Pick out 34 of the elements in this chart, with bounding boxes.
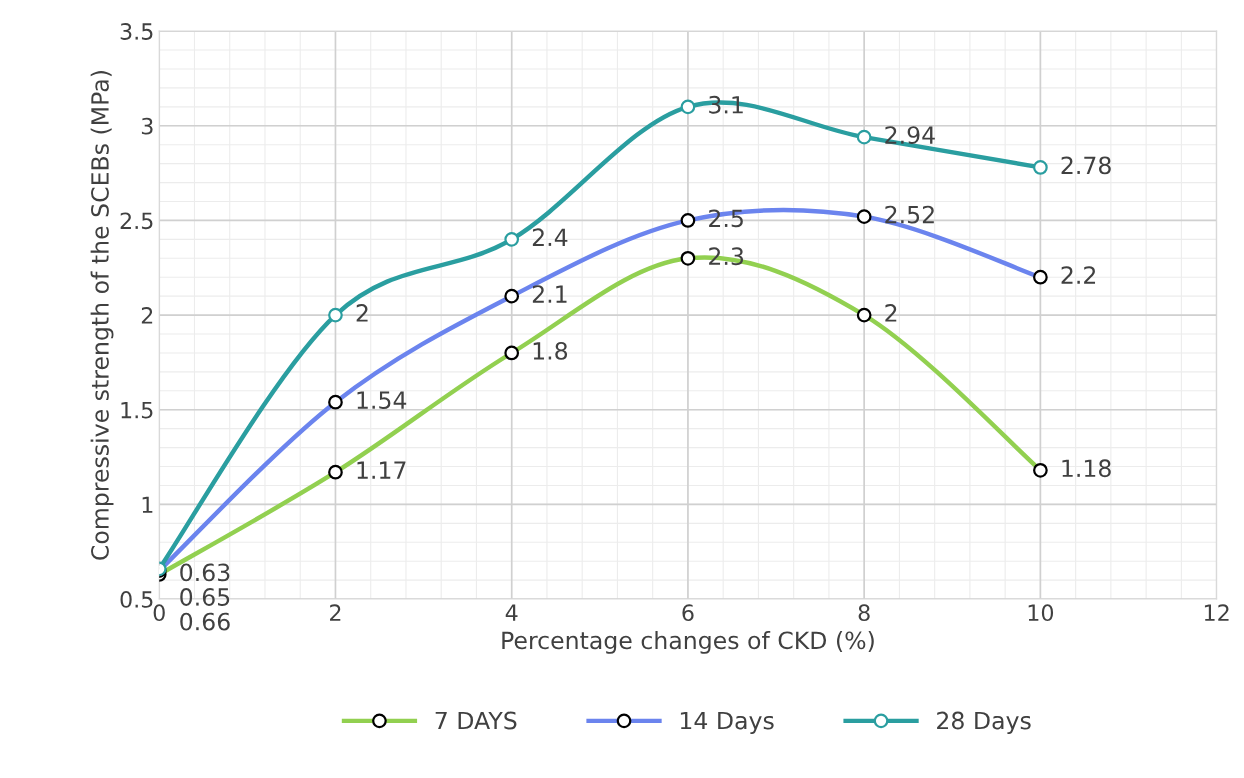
x-axis-title: Percentage changes of CKD (%) (502, 630, 874, 654)
data-label: 2.2 (1061, 266, 1096, 284)
x-tick-label: 0 (153, 604, 165, 622)
data-label: 2.1 (532, 285, 567, 303)
data-label: 2 (885, 304, 897, 322)
y-tick-label: 3.5 (120, 23, 153, 40)
legend-label: 7 DAYS (435, 711, 517, 730)
x-tick-label: 8 (858, 604, 870, 622)
x-tick-label: 4 (505, 604, 518, 621)
y-tick-label: 2 (141, 307, 153, 324)
x-tick-label: 2 (330, 604, 341, 621)
x-tick-label: 6 (682, 604, 694, 622)
data-label: 2.94 (885, 126, 935, 144)
data-label: 2.52 (885, 205, 934, 224)
x-tick-label: 12 (1204, 604, 1229, 621)
y-tick-label: 2.5 (120, 212, 153, 230)
data-label: 1.54 (357, 391, 407, 410)
data-label: 0.65 (180, 588, 230, 606)
data-label: 1.8 (533, 341, 568, 360)
legend-label: 28 Days (937, 711, 1031, 735)
y-tick-label: 1 (142, 496, 153, 513)
x-tick-label: 10 (1028, 604, 1054, 622)
data-label: 0.66 (180, 612, 230, 631)
y-tick-label: 1.5 (121, 401, 153, 419)
data-label: 2.78 (1061, 156, 1111, 175)
data-label: 0.63 (180, 563, 230, 582)
data-label: 2 (356, 304, 368, 322)
y-tick-label: 3 (141, 117, 153, 135)
data-label: 1.18 (1062, 459, 1111, 478)
data-label: 1.17 (357, 461, 406, 479)
data-label: 2.4 (532, 228, 568, 246)
y-tick-label: 0.5 (120, 591, 153, 608)
y-axis-title: Compressive strength of the SCEBs (MPa) (90, 71, 114, 560)
legend-label: 14 Days (680, 711, 774, 735)
